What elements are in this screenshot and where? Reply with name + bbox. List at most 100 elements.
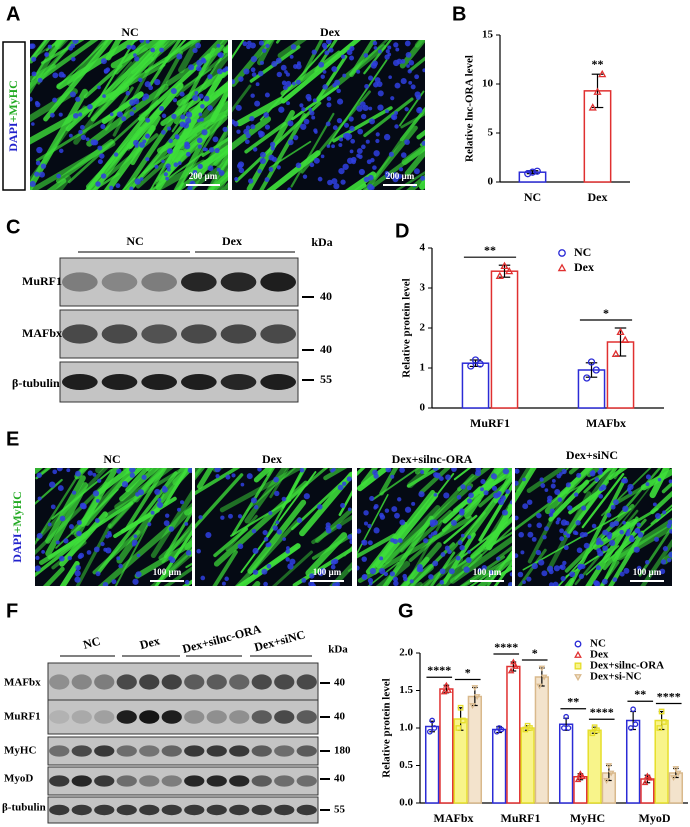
nucleus xyxy=(544,488,549,493)
nucleus xyxy=(287,187,292,190)
nucleus xyxy=(593,580,599,586)
data-point xyxy=(616,327,625,336)
myotube xyxy=(277,40,307,59)
myotube xyxy=(396,170,425,190)
scale-label: 100 µm xyxy=(153,567,182,577)
x-tick-label: MuRF1 xyxy=(501,811,541,825)
myotube xyxy=(84,468,137,526)
nucleus xyxy=(340,54,346,59)
nucleus xyxy=(383,571,389,577)
data-point xyxy=(563,713,569,720)
myotube xyxy=(404,147,425,177)
band xyxy=(206,674,227,690)
scale-label: 100 µm xyxy=(313,567,342,577)
nucleus xyxy=(177,161,182,166)
blot-bg xyxy=(47,766,319,796)
myotube xyxy=(46,40,61,52)
nucleus xyxy=(264,177,270,183)
nucleus xyxy=(184,579,190,585)
myotube xyxy=(375,492,439,569)
nucleus xyxy=(200,575,206,581)
nucleus xyxy=(286,101,291,106)
nucleus xyxy=(480,487,485,492)
band xyxy=(274,674,295,690)
nucleus xyxy=(548,582,554,586)
y-tick-label: 15 xyxy=(482,29,494,41)
nucleus xyxy=(555,520,560,525)
band xyxy=(229,804,250,816)
nucleus xyxy=(75,564,81,571)
bar xyxy=(424,725,440,804)
nucleus xyxy=(439,476,444,481)
nucleus xyxy=(90,139,97,146)
data-point xyxy=(565,725,572,731)
nucleus xyxy=(323,45,328,50)
nucleus xyxy=(445,474,451,481)
nucleus xyxy=(567,505,573,511)
marker-label: 40 xyxy=(334,677,346,689)
myotube xyxy=(178,40,202,74)
nucleus xyxy=(373,46,378,50)
band xyxy=(94,710,115,724)
nucleus xyxy=(165,176,169,181)
nucleus xyxy=(391,506,398,513)
blot xyxy=(47,662,319,702)
nucleus xyxy=(44,52,50,57)
nucleus xyxy=(80,134,87,141)
blot xyxy=(47,796,319,824)
nucleus xyxy=(666,557,672,563)
nucleus xyxy=(231,473,236,478)
nucleus xyxy=(194,91,199,95)
nucleus xyxy=(159,47,165,53)
data-point xyxy=(611,349,620,358)
nucleus xyxy=(246,40,252,46)
panel-letter: E xyxy=(6,428,19,450)
band xyxy=(71,804,92,816)
nucleus xyxy=(275,520,280,525)
nucleus xyxy=(167,148,173,155)
nucleus xyxy=(645,474,652,480)
nucleus xyxy=(30,180,36,188)
y-tick-label: 4 xyxy=(420,242,426,254)
nucleus xyxy=(581,505,587,511)
nucleus xyxy=(373,527,380,534)
nucleus xyxy=(107,532,113,538)
blot-bg xyxy=(59,257,299,307)
myotube xyxy=(585,545,620,576)
myotube xyxy=(181,579,192,586)
nucleus xyxy=(303,493,310,500)
nucleus xyxy=(301,577,307,583)
myotube xyxy=(598,560,620,586)
myotube xyxy=(450,536,512,584)
nucleus xyxy=(264,92,270,98)
nucleus xyxy=(271,156,277,162)
nucleus xyxy=(522,503,529,510)
myotube xyxy=(478,469,512,494)
myotube xyxy=(338,490,352,517)
myotube xyxy=(30,40,64,94)
nucleus xyxy=(245,125,251,130)
nucleus xyxy=(212,136,219,143)
nucleus xyxy=(163,520,170,527)
nucleus xyxy=(463,566,470,573)
nucleus xyxy=(100,173,107,179)
nucleus xyxy=(399,468,405,473)
blot xyxy=(47,766,319,796)
nucleus xyxy=(69,91,76,98)
nucleus xyxy=(299,468,305,473)
myotube xyxy=(517,548,547,586)
data-point xyxy=(473,694,481,701)
band xyxy=(206,804,227,816)
marker-group: 40 40 180 40 55 xyxy=(320,677,351,816)
nucleus xyxy=(420,175,425,181)
bar xyxy=(587,729,602,804)
nucleus xyxy=(132,106,137,111)
myotube xyxy=(30,140,116,190)
myotube xyxy=(149,100,203,190)
nucleus xyxy=(264,124,271,130)
nucleus xyxy=(208,147,215,153)
nucleus xyxy=(636,522,641,527)
band xyxy=(61,324,98,344)
myotube xyxy=(617,468,662,518)
nucleus xyxy=(163,172,168,177)
